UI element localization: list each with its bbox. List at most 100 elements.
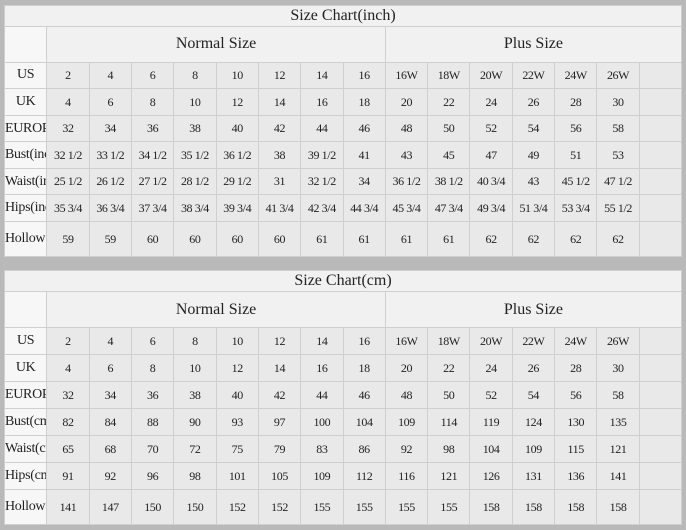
normal-size-header: Normal Size [46,290,386,329]
header-corner [3,26,48,63]
size-cell: 62 [596,221,640,257]
row-label: Hollow to Floor(cm) [3,489,48,525]
size-cell: 147 [88,489,132,525]
size-cell: 43 [511,167,556,196]
size-cell: 4 [46,88,90,116]
size-cell: 46 [342,381,386,410]
size-cell: 16 [342,327,386,356]
size-table: Size Chart(cm) Normal Size Plus Size US 2… [3,270,683,525]
size-cell: 155 [342,489,386,525]
size-cell: 41 [342,141,386,169]
row-label: US [3,327,48,356]
size-cell: 158 [596,489,640,525]
size-cell: 8 [173,327,217,356]
size-cell: 109 [511,435,556,463]
size-cell: 30 [596,88,640,116]
size-cell: 44 [300,381,344,410]
size-cell: 135 [596,408,640,437]
size-cell: 86 [342,435,386,463]
empty-cell [638,221,683,257]
size-cell: 109 [300,462,344,490]
size-cell: 82 [46,408,90,437]
row-label: Hips(cm) [3,462,48,490]
size-cell: 47 1/2 [596,167,640,196]
size-cell: 97 [257,408,302,437]
size-cell: 47 3/4 [427,194,471,222]
size-cell: 51 [554,141,598,169]
size-cell: 24W [554,61,598,90]
size-cell: 30 [596,354,640,383]
size-cell: 141 [46,489,90,525]
size-chart-cm: Size Chart(cm) Normal Size Plus Size US 2… [3,270,683,525]
empty-cell [638,462,683,490]
size-cell: 61 [300,221,344,257]
size-cell: 16W [384,327,429,356]
size-cell: 58 [596,381,640,410]
size-cell: 20W [469,327,513,356]
size-cell: 25 1/2 [46,167,90,196]
size-cell: 26 1/2 [88,167,132,196]
table-row: UK 4 6 8 10 12 14 16 18 20 22 24 26 28 30 [3,88,683,116]
table-row: Bust(inch)32 1/233 1/234 1/235 1/236 1/2… [3,141,683,169]
row-label: Waist(inch) [3,167,48,196]
size-cell: 53 [596,141,640,169]
size-cell: 36 1/2 [384,167,429,196]
size-cell: 88 [130,408,175,437]
size-cell: 10 [215,61,259,90]
normal-size-header: Normal Size [46,26,386,63]
row-label: Hollow to Floor(inch) [3,221,48,257]
plus-size-header: Plus Size [384,26,683,63]
size-cell: 155 [427,489,471,525]
size-cell: 6 [130,61,175,90]
size-cell: 8 [173,61,217,90]
size-cell: 34 1/2 [130,141,175,169]
size-cell: 62 [554,221,598,257]
size-cell: 50 [427,114,471,143]
size-cell: 58 [596,114,640,143]
size-cell: 20 [384,354,429,383]
table-row: Waist(cm)6568707275798386929810410911512… [3,435,683,463]
size-cell: 124 [511,408,556,437]
size-cell: 34 [342,167,386,196]
row-label: UK [3,354,48,383]
row-label: Bust(cm) [3,408,48,437]
row-label: UK [3,88,48,116]
size-cell: 18 [342,354,386,383]
size-cell: 41 3/4 [257,194,302,222]
size-table: Size Chart(inch) Normal Size Plus Size U… [3,5,683,257]
table-row: UK 4 6 8 10 12 14 16 18 20 22 24 26 28 30 [3,354,683,383]
size-cell: 26 [511,88,556,116]
empty-cell [638,167,683,196]
size-cell: 16 [300,354,344,383]
plus-size-header: Plus Size [384,290,683,329]
size-cell: 22W [511,327,556,356]
size-cell: 116 [384,462,429,490]
size-cell: 35 3/4 [46,194,90,222]
size-cell: 155 [300,489,344,525]
size-cell: 70 [130,435,175,463]
size-cell: 14 [300,327,344,356]
size-cell: 10 [173,88,217,116]
size-cell: 22 [427,88,471,116]
size-cell: 32 [46,114,90,143]
size-cell: 38 [173,114,217,143]
size-cell: 84 [88,408,132,437]
size-cell: 79 [257,435,302,463]
size-cell: 60 [173,221,217,257]
size-cell: 91 [46,462,90,490]
table-row: Hollow to Floor(inch)5959606060606161616… [3,221,683,257]
size-cell: 28 [554,354,598,383]
size-cell: 155 [384,489,429,525]
size-cell: 12 [215,354,259,383]
empty-cell [638,194,683,222]
size-cell: 18W [427,61,471,90]
size-cell: 10 [173,354,217,383]
row-label: Waist(cm) [3,435,48,463]
size-cell: 104 [469,435,513,463]
size-cell: 36 [130,114,175,143]
size-cell: 56 [554,114,598,143]
size-cell: 36 3/4 [88,194,132,222]
table-row: Hips(cm)91929698101105109112116121126131… [3,462,683,490]
empty-cell [638,354,683,383]
size-cell: 45 1/2 [554,167,598,196]
